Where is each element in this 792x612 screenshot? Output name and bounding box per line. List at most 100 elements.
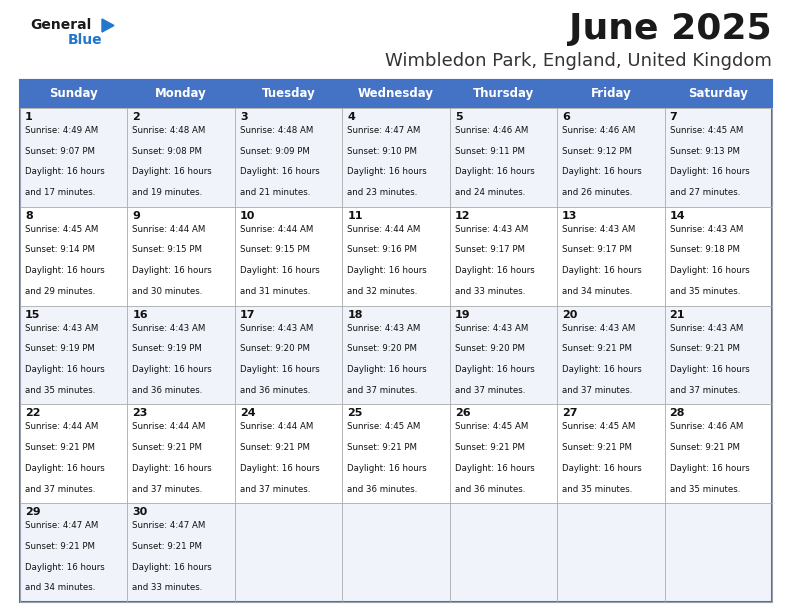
Text: Daylight: 16 hours: Daylight: 16 hours xyxy=(240,168,320,176)
Text: Sunset: 9:18 PM: Sunset: 9:18 PM xyxy=(669,245,740,255)
Text: Sunrise: 4:45 AM: Sunrise: 4:45 AM xyxy=(455,422,528,431)
Text: Daylight: 16 hours: Daylight: 16 hours xyxy=(347,266,427,275)
Text: Sunrise: 4:49 AM: Sunrise: 4:49 AM xyxy=(25,126,98,135)
Text: Sunset: 9:21 PM: Sunset: 9:21 PM xyxy=(25,443,95,452)
Text: Sunrise: 4:48 AM: Sunrise: 4:48 AM xyxy=(132,126,206,135)
Text: and 34 minutes.: and 34 minutes. xyxy=(562,287,633,296)
Polygon shape xyxy=(102,19,114,32)
Text: Tuesday: Tuesday xyxy=(261,88,315,100)
Text: Sunrise: 4:45 AM: Sunrise: 4:45 AM xyxy=(562,422,635,431)
Text: and 33 minutes.: and 33 minutes. xyxy=(132,583,203,592)
Text: Daylight: 16 hours: Daylight: 16 hours xyxy=(132,168,212,176)
Text: and 21 minutes.: and 21 minutes. xyxy=(240,188,310,197)
Text: Sunrise: 4:43 AM: Sunrise: 4:43 AM xyxy=(562,225,635,234)
Text: and 35 minutes.: and 35 minutes. xyxy=(669,485,740,493)
Bar xyxy=(20,405,772,503)
Text: Sunset: 9:09 PM: Sunset: 9:09 PM xyxy=(240,147,310,155)
Text: Daylight: 16 hours: Daylight: 16 hours xyxy=(562,365,642,374)
Text: Sunset: 9:20 PM: Sunset: 9:20 PM xyxy=(347,345,417,353)
Text: 14: 14 xyxy=(669,211,685,221)
Text: and 35 minutes.: and 35 minutes. xyxy=(669,287,740,296)
Text: Sunset: 9:20 PM: Sunset: 9:20 PM xyxy=(455,345,525,353)
Bar xyxy=(20,207,772,305)
Text: Sunset: 9:19 PM: Sunset: 9:19 PM xyxy=(25,345,95,353)
Text: Sunrise: 4:45 AM: Sunrise: 4:45 AM xyxy=(669,126,743,135)
Text: Sunset: 9:14 PM: Sunset: 9:14 PM xyxy=(25,245,95,255)
Text: Sunset: 9:19 PM: Sunset: 9:19 PM xyxy=(132,345,202,353)
Text: Sunrise: 4:44 AM: Sunrise: 4:44 AM xyxy=(347,225,421,234)
Text: Wimbledon Park, England, United Kingdom: Wimbledon Park, England, United Kingdom xyxy=(385,52,772,70)
Text: Sunrise: 4:44 AM: Sunrise: 4:44 AM xyxy=(25,422,98,431)
Text: and 17 minutes.: and 17 minutes. xyxy=(25,188,95,197)
Text: and 31 minutes.: and 31 minutes. xyxy=(240,287,310,296)
Text: Sunset: 9:21 PM: Sunset: 9:21 PM xyxy=(25,542,95,551)
Text: 3: 3 xyxy=(240,112,247,122)
Text: Saturday: Saturday xyxy=(688,88,748,100)
Text: and 37 minutes.: and 37 minutes. xyxy=(455,386,525,395)
Text: Sunset: 9:15 PM: Sunset: 9:15 PM xyxy=(240,245,310,255)
Text: Daylight: 16 hours: Daylight: 16 hours xyxy=(347,365,427,374)
Text: Daylight: 16 hours: Daylight: 16 hours xyxy=(562,464,642,473)
Text: Daylight: 16 hours: Daylight: 16 hours xyxy=(562,168,642,176)
Bar xyxy=(20,305,772,405)
Text: 5: 5 xyxy=(455,112,463,122)
Text: 2: 2 xyxy=(132,112,140,122)
Text: and 33 minutes.: and 33 minutes. xyxy=(455,287,525,296)
Text: 28: 28 xyxy=(669,408,685,419)
Text: Sunrise: 4:43 AM: Sunrise: 4:43 AM xyxy=(562,324,635,332)
Text: Sunset: 9:20 PM: Sunset: 9:20 PM xyxy=(240,345,310,353)
Text: Sunrise: 4:47 AM: Sunrise: 4:47 AM xyxy=(347,126,421,135)
Text: 13: 13 xyxy=(562,211,577,221)
Text: Daylight: 16 hours: Daylight: 16 hours xyxy=(132,562,212,572)
Text: Sunrise: 4:43 AM: Sunrise: 4:43 AM xyxy=(669,225,743,234)
Text: Daylight: 16 hours: Daylight: 16 hours xyxy=(347,168,427,176)
Bar xyxy=(20,108,772,207)
Text: Sunset: 9:16 PM: Sunset: 9:16 PM xyxy=(347,245,417,255)
Text: 7: 7 xyxy=(669,112,677,122)
Text: 19: 19 xyxy=(455,310,470,319)
Text: 4: 4 xyxy=(347,112,355,122)
Text: Daylight: 16 hours: Daylight: 16 hours xyxy=(669,168,749,176)
Text: 10: 10 xyxy=(240,211,255,221)
Text: Friday: Friday xyxy=(591,88,631,100)
Text: Daylight: 16 hours: Daylight: 16 hours xyxy=(455,168,535,176)
Text: Sunset: 9:21 PM: Sunset: 9:21 PM xyxy=(132,443,203,452)
Text: Sunrise: 4:47 AM: Sunrise: 4:47 AM xyxy=(25,521,98,530)
Text: Daylight: 16 hours: Daylight: 16 hours xyxy=(669,365,749,374)
Text: Daylight: 16 hours: Daylight: 16 hours xyxy=(669,464,749,473)
Text: Sunrise: 4:48 AM: Sunrise: 4:48 AM xyxy=(240,126,313,135)
Text: Sunrise: 4:43 AM: Sunrise: 4:43 AM xyxy=(347,324,421,332)
Text: Sunrise: 4:43 AM: Sunrise: 4:43 AM xyxy=(240,324,313,332)
Text: Monday: Monday xyxy=(155,88,207,100)
Text: and 37 minutes.: and 37 minutes. xyxy=(347,386,417,395)
Text: and 32 minutes.: and 32 minutes. xyxy=(347,287,417,296)
Text: and 37 minutes.: and 37 minutes. xyxy=(669,386,740,395)
Text: and 37 minutes.: and 37 minutes. xyxy=(25,485,95,493)
Text: Sunset: 9:08 PM: Sunset: 9:08 PM xyxy=(132,147,203,155)
Text: Sunset: 9:21 PM: Sunset: 9:21 PM xyxy=(455,443,525,452)
Bar xyxy=(20,80,772,108)
Text: and 35 minutes.: and 35 minutes. xyxy=(25,386,95,395)
Text: Daylight: 16 hours: Daylight: 16 hours xyxy=(25,562,105,572)
Text: 23: 23 xyxy=(132,408,148,419)
Text: 15: 15 xyxy=(25,310,40,319)
Text: and 30 minutes.: and 30 minutes. xyxy=(132,287,203,296)
Text: 21: 21 xyxy=(669,310,685,319)
Text: Sunset: 9:10 PM: Sunset: 9:10 PM xyxy=(347,147,417,155)
Text: Daylight: 16 hours: Daylight: 16 hours xyxy=(455,365,535,374)
Text: and 23 minutes.: and 23 minutes. xyxy=(347,188,417,197)
Text: Daylight: 16 hours: Daylight: 16 hours xyxy=(562,266,642,275)
Text: Sunrise: 4:44 AM: Sunrise: 4:44 AM xyxy=(240,225,313,234)
Text: and 36 minutes.: and 36 minutes. xyxy=(132,386,203,395)
Text: Daylight: 16 hours: Daylight: 16 hours xyxy=(669,266,749,275)
Text: Sunset: 9:21 PM: Sunset: 9:21 PM xyxy=(240,443,310,452)
Text: 25: 25 xyxy=(347,408,363,419)
Text: Sunrise: 4:46 AM: Sunrise: 4:46 AM xyxy=(669,422,743,431)
Text: Sunrise: 4:46 AM: Sunrise: 4:46 AM xyxy=(562,126,635,135)
Text: Sunrise: 4:46 AM: Sunrise: 4:46 AM xyxy=(455,126,528,135)
Text: Sunrise: 4:43 AM: Sunrise: 4:43 AM xyxy=(455,324,528,332)
Text: Sunset: 9:12 PM: Sunset: 9:12 PM xyxy=(562,147,632,155)
Text: Sunset: 9:21 PM: Sunset: 9:21 PM xyxy=(562,345,632,353)
Text: Sunrise: 4:43 AM: Sunrise: 4:43 AM xyxy=(455,225,528,234)
Text: June 2025: June 2025 xyxy=(569,12,772,46)
